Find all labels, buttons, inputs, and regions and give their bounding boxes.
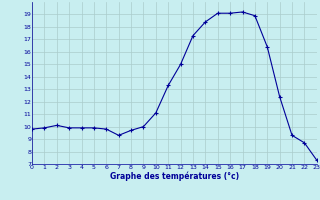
X-axis label: Graphe des températures (°c): Graphe des températures (°c) xyxy=(110,171,239,181)
